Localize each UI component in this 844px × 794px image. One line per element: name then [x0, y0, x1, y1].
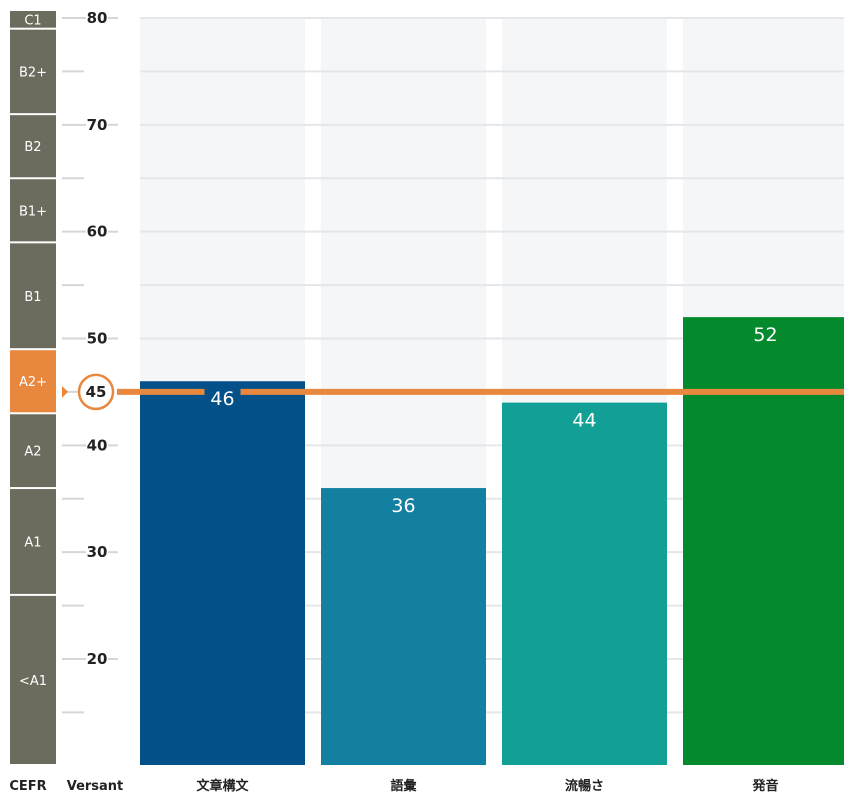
bar-label-background — [204, 382, 241, 401]
cefr-band — [10, 350, 56, 413]
cefr-band-label: B1 — [24, 290, 41, 305]
y-tick-label: 80 — [87, 9, 108, 27]
bar-4 — [683, 317, 844, 765]
cefr-band-label: A2+ — [19, 375, 47, 390]
score-pointer-icon — [62, 385, 68, 398]
bar-3 — [502, 402, 667, 765]
y-tick-label: 30 — [87, 543, 108, 561]
cefr-band — [10, 414, 56, 488]
cefr-band — [10, 243, 56, 349]
cefr-band — [10, 29, 56, 114]
cefr-band-label: A1 — [24, 535, 41, 550]
bar-value-label: 52 — [753, 324, 777, 346]
y-tick-label: 40 — [87, 436, 108, 454]
bar-value-label: 36 — [391, 495, 415, 517]
cefr-band — [10, 115, 56, 178]
bar-value-label: 46 — [210, 388, 234, 410]
cefr-band-label: <A1 — [19, 674, 47, 689]
category-label: 文章構文 — [196, 778, 249, 794]
y-tick-label: 20 — [87, 650, 108, 668]
overall-score-label: 45 — [86, 383, 107, 401]
y-tick-label: 50 — [87, 330, 108, 348]
score-circle — [77, 373, 115, 411]
y-tick-label: 70 — [87, 116, 108, 134]
cefr-band — [10, 595, 56, 764]
versant-axis-title: Versant — [67, 779, 124, 794]
cefr-axis-title: CEFR — [9, 779, 46, 794]
category-label: 語彙 — [390, 778, 417, 794]
bar-value-label: 44 — [572, 410, 596, 432]
bar-1 — [140, 381, 305, 765]
bar-2 — [321, 488, 486, 765]
cefr-band-label: A2 — [24, 445, 41, 460]
y-tick-label: 60 — [87, 223, 108, 241]
cefr-band — [10, 489, 56, 594]
cefr-band-label: C1 — [24, 13, 41, 28]
cefr-band — [10, 179, 56, 242]
cefr-band-label: B1+ — [19, 204, 47, 219]
category-label: 流暢さ — [565, 778, 604, 794]
cefr-band-label: B2 — [24, 140, 41, 155]
cefr-band-label: B2+ — [19, 65, 47, 80]
category-label: 発音 — [751, 778, 778, 794]
cefr-band — [10, 11, 56, 28]
